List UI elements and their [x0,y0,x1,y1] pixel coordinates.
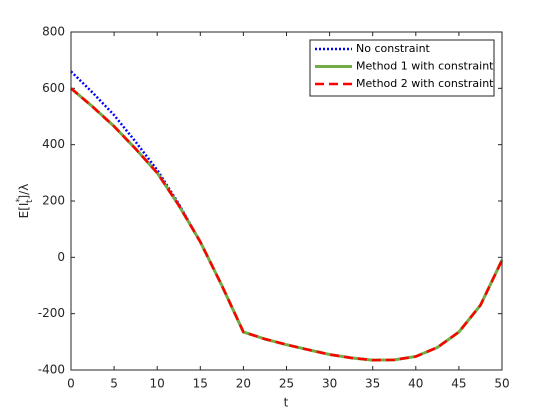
y-label-base: E[I [17,203,31,219]
x-tick-label: 10 [150,377,165,391]
y-tick-label: -400 [38,363,65,377]
y-tick-label: 0 [57,250,65,264]
y-tick-label: -200 [38,306,65,320]
legend-label: Method 1 with constraint [356,60,494,73]
x-tick-label: 45 [451,377,466,391]
x-tick-label: 0 [67,377,75,391]
x-tick-label: 25 [279,377,294,391]
x-tick-label: 35 [365,377,380,391]
y-label-sub: t [25,199,35,203]
x-tick-label: 40 [408,377,423,391]
y-tick-label: 600 [42,81,65,95]
y-label-sup: * [15,198,25,203]
x-tick-label: 50 [494,377,509,391]
series-line [70,87,504,362]
axes-box [70,31,503,371]
x-tick-label: 5 [110,377,118,391]
x-tick-label: 30 [322,377,337,391]
y-tick-label: 400 [42,137,65,151]
y-axis-label: E[I*t]/λ [15,184,35,219]
legend: No constraint Method 1 with constraint Met… [309,39,495,97]
y-tick-label: 800 [42,25,65,39]
y-tick-label: 200 [42,194,65,208]
x-tick-label: 20 [236,377,251,391]
x-axis-label: t [284,396,289,410]
legend-label: Method 2 with constraint [356,77,494,90]
x-tick-label: 15 [193,377,208,391]
legend-label: No constraint [356,42,431,55]
y-label-tail: ]/λ [17,184,31,200]
